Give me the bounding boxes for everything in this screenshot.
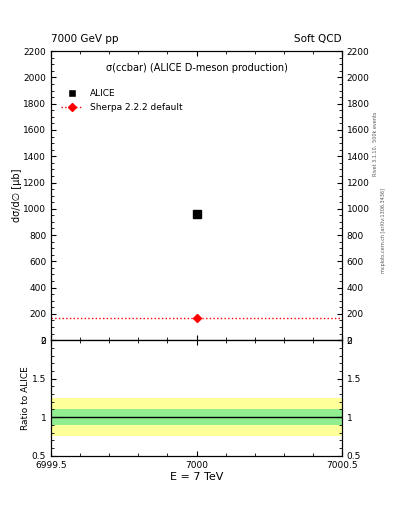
Text: Soft QCD: Soft QCD: [294, 33, 342, 44]
Text: 7000 GeV pp: 7000 GeV pp: [51, 33, 119, 44]
X-axis label: E = 7 TeV: E = 7 TeV: [170, 472, 223, 482]
Text: mcplots.cern.ch [arXiv:1306.3436]: mcplots.cern.ch [arXiv:1306.3436]: [381, 188, 386, 273]
Legend: ALICE, Sherpa 2.2.2 default: ALICE, Sherpa 2.2.2 default: [57, 86, 187, 116]
Text: Rivet 3.1.10,  500k events: Rivet 3.1.10, 500k events: [373, 111, 378, 176]
Text: σ(ccbar) (ALICE D-meson production): σ(ccbar) (ALICE D-meson production): [106, 63, 287, 73]
Y-axis label: dσ/d∅ [µb]: dσ/d∅ [µb]: [12, 169, 22, 222]
Y-axis label: Ratio to ALICE: Ratio to ALICE: [22, 366, 31, 430]
